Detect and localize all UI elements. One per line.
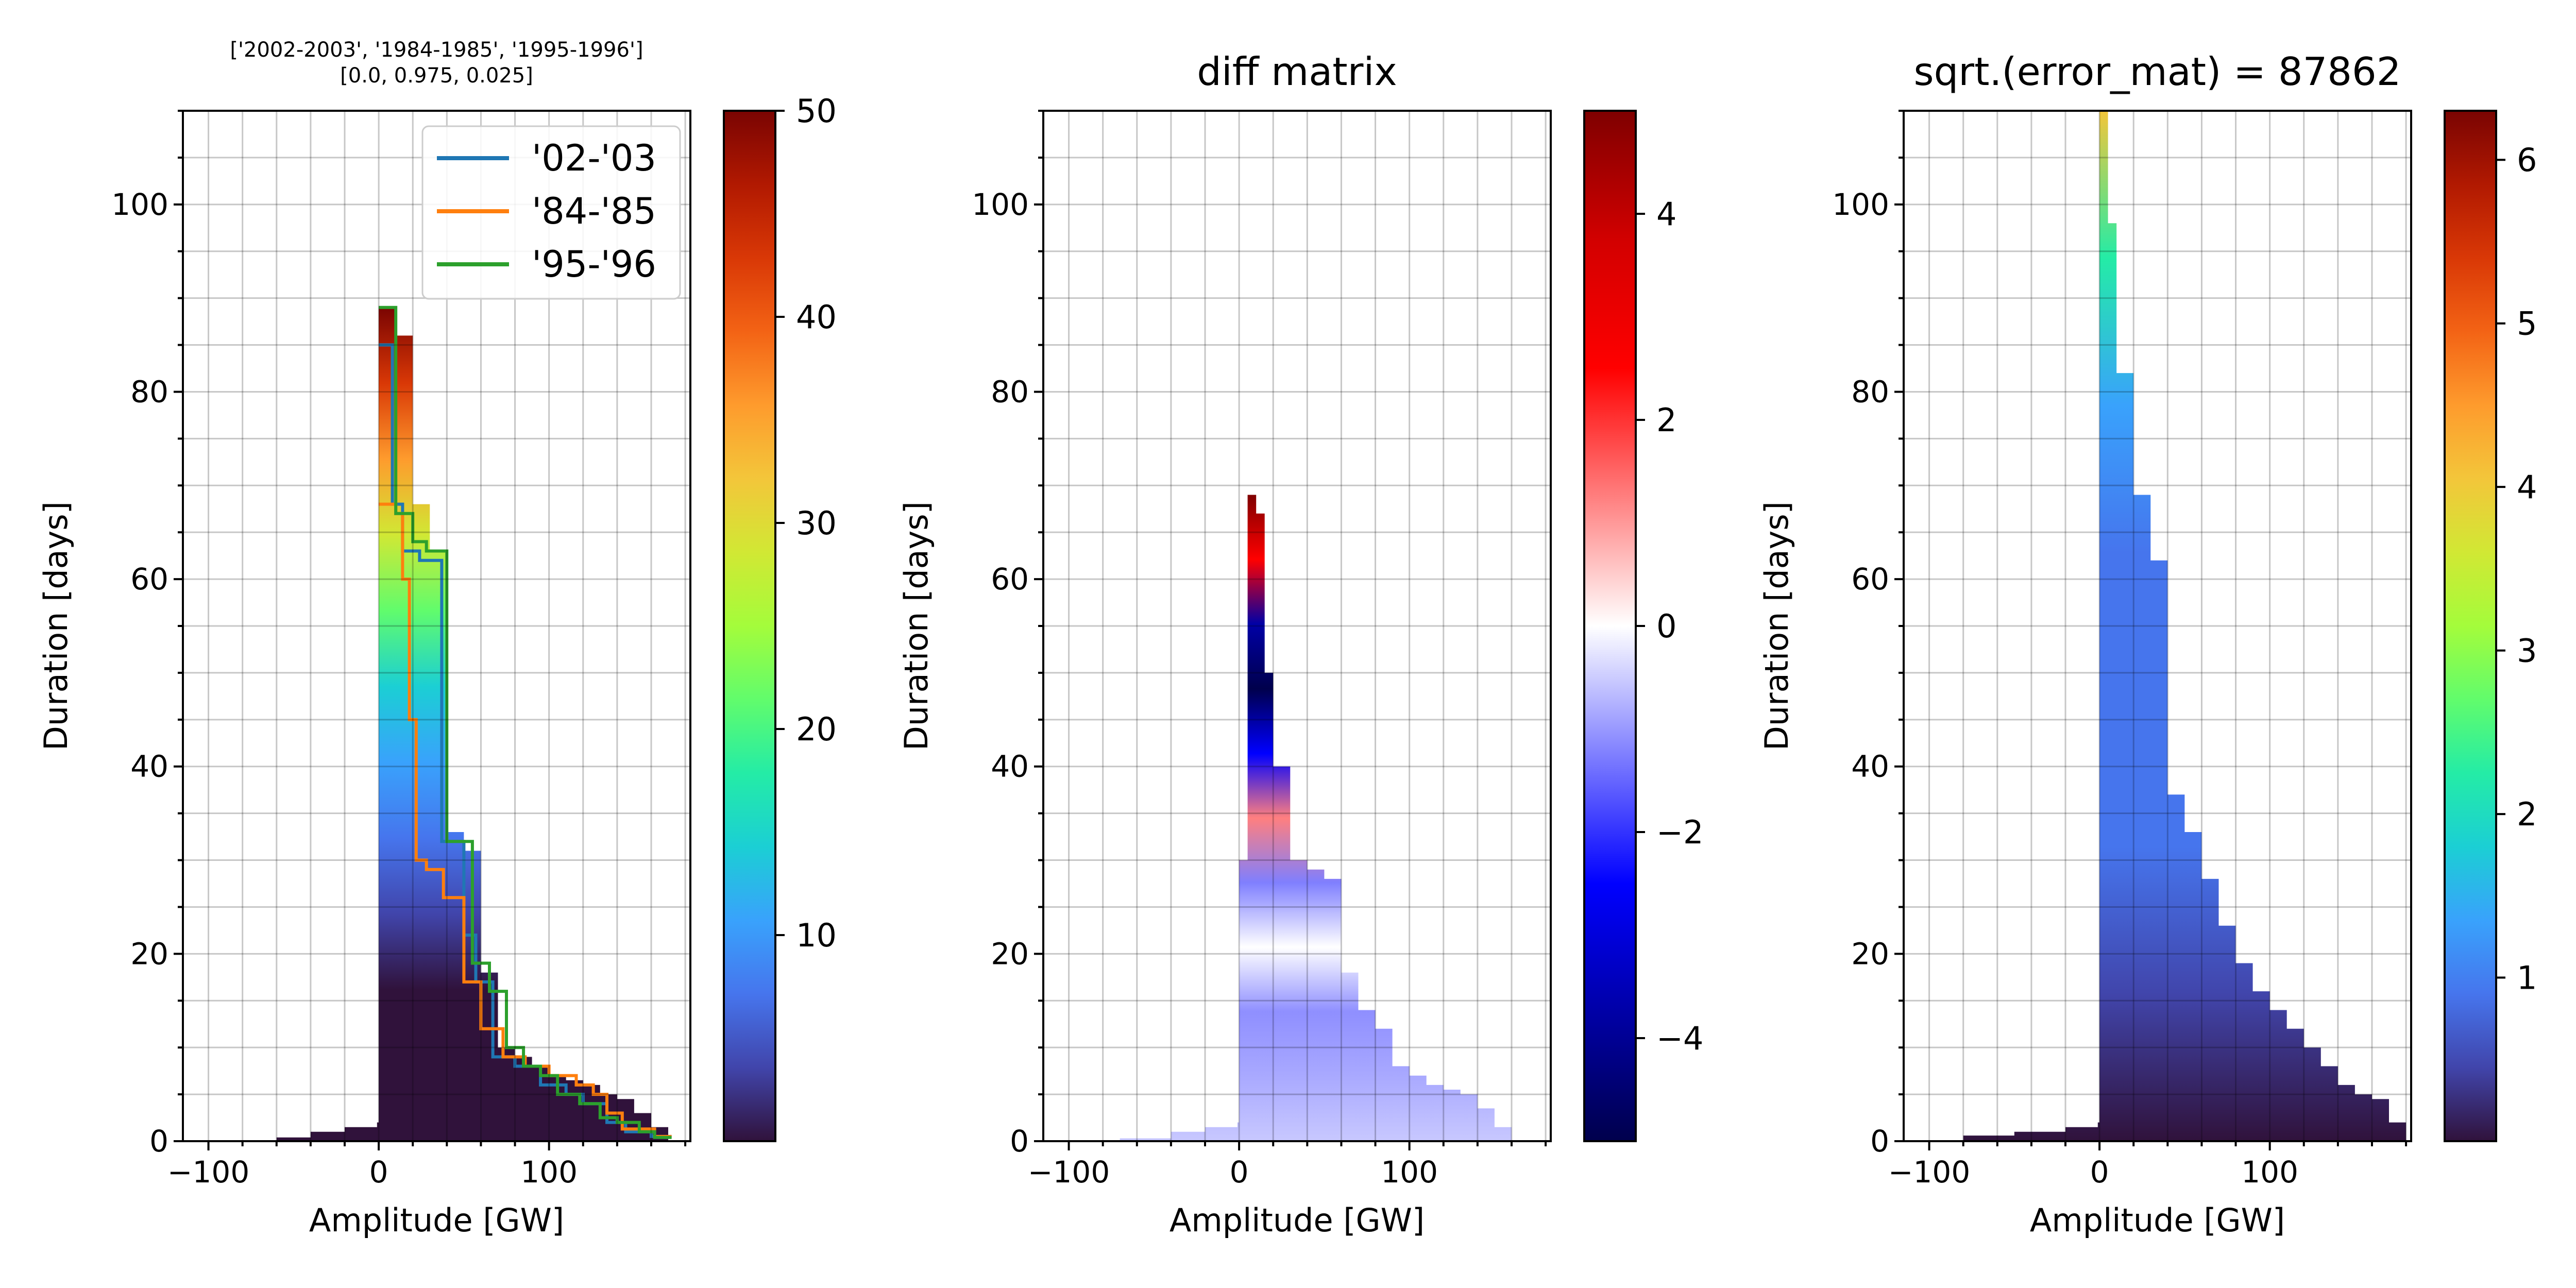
colorbar-tick-label: 4 xyxy=(1656,195,1676,233)
y-tick-label: 0 xyxy=(149,1124,168,1159)
colorbar-tick-label: 1 xyxy=(2517,959,2537,997)
chart-title-line: [0.0, 0.975, 0.025] xyxy=(340,64,533,88)
colorbar-tick-label: 50 xyxy=(796,92,837,130)
colorbar-tick-label: 4 xyxy=(2517,468,2537,506)
heatmap-region xyxy=(234,306,672,1141)
colorbar-tick-label: 10 xyxy=(796,917,837,954)
y-tick-label: 80 xyxy=(130,374,168,409)
series-line-1 xyxy=(379,502,672,1138)
heatmap-region xyxy=(1069,495,1512,1141)
y-tick-label: 80 xyxy=(991,374,1029,409)
gridlines xyxy=(1904,110,2411,1142)
y-tick-label: 40 xyxy=(1851,749,1889,784)
heatmap-region xyxy=(1912,111,2406,1141)
colorbar-tick-label: 40 xyxy=(796,298,837,336)
chart-title: ['2002-2003', '1984-1985', '1995-1996'][… xyxy=(230,38,643,88)
colorbar-tick-label: 6 xyxy=(2517,141,2537,179)
colorbar-tick-label: −2 xyxy=(1656,814,1703,851)
x-tick-label: 100 xyxy=(2241,1155,2298,1190)
legend-label-2: '95-'96 xyxy=(532,243,656,285)
legend-label-0: '02-'03 xyxy=(532,137,656,179)
y-tick-label: 0 xyxy=(1870,1124,1889,1159)
y-tick-label: 100 xyxy=(111,187,168,222)
colorbar-tick-label: 20 xyxy=(796,710,837,748)
series-line-2 xyxy=(379,306,672,1139)
y-axis-label: Duration [days] xyxy=(897,501,935,751)
x-tick-label: 0 xyxy=(369,1155,388,1190)
y-tick-label: 60 xyxy=(130,562,168,597)
colorbar-tick-label: −4 xyxy=(1656,1020,1703,1057)
legend: '02-'03 '84-'85 '95-'96 xyxy=(421,125,681,300)
colorbar xyxy=(723,110,776,1142)
heatmap-cells xyxy=(1069,495,1512,1141)
colorbar-tick-label: 2 xyxy=(2517,795,2537,833)
gridlines xyxy=(1043,110,1551,1142)
x-axis-label: Amplitude [GW] xyxy=(2030,1201,2285,1239)
colorbar-tick-label: 3 xyxy=(2517,632,2537,670)
x-tick-label: −100 xyxy=(1028,1155,1110,1190)
y-tick-label: 0 xyxy=(1010,1124,1029,1159)
chart-title: diff matrix xyxy=(1197,49,1397,94)
y-tick-label: 40 xyxy=(130,749,168,784)
x-tick-label: 0 xyxy=(1230,1155,1249,1190)
x-tick-label: −100 xyxy=(167,1155,249,1190)
x-axis-label: Amplitude [GW] xyxy=(1170,1201,1425,1239)
chart-title-line: ['2002-2003', '1984-1985', '1995-1996'] xyxy=(230,38,643,62)
y-tick-label: 100 xyxy=(972,187,1029,222)
y-tick-label: 20 xyxy=(1851,936,1889,971)
chart-title: sqrt.(error_mat) = 87862 xyxy=(1914,49,2401,94)
heatmap-cells xyxy=(1912,111,2406,1141)
y-axis-label: Duration [days] xyxy=(1758,501,1795,751)
colorbar-tick-label: 30 xyxy=(796,504,837,542)
y-tick-label: 40 xyxy=(991,749,1029,784)
colorbar xyxy=(1583,110,1637,1142)
legend-box xyxy=(421,125,681,300)
y-tick-label: 60 xyxy=(1851,562,1889,597)
colorbar-tick-label: 5 xyxy=(2517,305,2537,343)
x-tick-label: 100 xyxy=(520,1155,578,1190)
colorbar-tick-label: 2 xyxy=(1656,401,1676,439)
colorbar xyxy=(2444,110,2497,1142)
y-tick-label: 20 xyxy=(130,936,168,971)
legend-label-1: '84-'85 xyxy=(532,190,656,232)
y-tick-label: 100 xyxy=(1832,187,1889,222)
x-tick-label: −100 xyxy=(1888,1155,1970,1190)
y-tick-label: 80 xyxy=(1851,374,1889,409)
y-axis-label: Duration [days] xyxy=(37,501,75,751)
x-tick-label: 100 xyxy=(1381,1155,1438,1190)
y-tick-label: 60 xyxy=(991,562,1029,597)
y-tick-label: 20 xyxy=(991,936,1029,971)
x-axis-label: Amplitude [GW] xyxy=(309,1201,564,1239)
colorbar-tick-label: 0 xyxy=(1656,607,1676,645)
heatmap-cells xyxy=(234,307,668,1141)
x-tick-label: 0 xyxy=(2090,1155,2109,1190)
